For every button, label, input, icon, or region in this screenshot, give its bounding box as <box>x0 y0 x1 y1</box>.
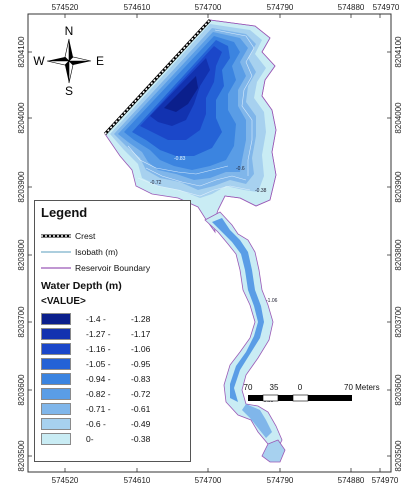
isobath-line-icon <box>41 251 71 253</box>
left-tick-label: 8203800 <box>17 239 26 271</box>
south-label: S <box>65 84 73 98</box>
top-tick-label: 574790 <box>267 3 294 12</box>
depth-class-high: -0.72 <box>131 389 151 399</box>
depth-zone-channel-tail <box>261 439 286 463</box>
depth-swatch <box>41 328 71 340</box>
depth-class-row: -0.82 - -0.72 <box>41 388 191 401</box>
left-tick-label: 8204100 <box>17 36 26 68</box>
depth-class-low: -0.82 - <box>86 389 111 399</box>
depth-class-row: -1.05 - -0.95 <box>41 358 191 371</box>
depth-class-row: 0- -0.38 <box>41 433 191 446</box>
scale-label: 0 <box>298 383 303 392</box>
depth-swatch <box>41 313 71 325</box>
scale-label: 70 <box>244 383 253 392</box>
contour-label: -0.38 <box>255 188 267 194</box>
legend-item-crest: Crest <box>41 229 95 243</box>
legend-item-label: Reservoir Boundary <box>75 263 151 273</box>
north-arrow: N S E W <box>33 24 104 98</box>
value-header: <VALUE> <box>41 296 86 307</box>
depth-class-high: -0.49 <box>131 419 151 429</box>
depth-class-low: -1.27 - <box>86 329 111 339</box>
bottom-tick-label: 574790 <box>267 476 294 485</box>
depth-class-high: -0.38 <box>131 434 151 444</box>
depth-class-low: -1.05 - <box>86 359 111 369</box>
depth-class-row: -1.27 - -1.17 <box>41 328 191 341</box>
depth-class-high: -0.83 <box>131 374 151 384</box>
channel-deep-zone <box>212 218 264 402</box>
contour-label: -0.72 <box>150 180 162 186</box>
isobath-lines <box>127 29 255 197</box>
depth-zone-core-inner <box>164 76 198 112</box>
left-tick-label: 8203600 <box>17 374 26 406</box>
top-tick-label: 574610 <box>124 3 151 12</box>
depth-swatch <box>41 388 71 400</box>
left-tick-label: 8204000 <box>17 102 26 134</box>
top-tick-label: 574970 <box>373 3 400 12</box>
depth-class-low: -0.71 - <box>86 404 111 414</box>
depth-swatch <box>41 433 71 445</box>
depth-class-row: -1.16 - -1.06 <box>41 343 191 356</box>
depth-class-high: -1.06 <box>131 344 151 354</box>
left-tick-label: 8203500 <box>17 440 26 472</box>
depth-class-low: -0.94 - <box>86 374 111 384</box>
contour-label: -1.06 <box>266 298 278 304</box>
channel-mid-zone <box>242 404 272 438</box>
scale-label: 70 Meters <box>344 383 380 392</box>
depth-class-row: -1.4 - -1.28 <box>41 313 191 326</box>
legend-item-boundary: Reservoir Boundary <box>41 261 150 275</box>
bottom-tick-label: 574880 <box>338 476 365 485</box>
legend-item-isobath: Isobath (m) <box>41 245 118 259</box>
depth-class-row: -0.6 - -0.49 <box>41 418 191 431</box>
depth-swatch <box>41 373 71 385</box>
left-tick-label: 8203700 <box>17 306 26 338</box>
depth-class-high: -1.28 <box>131 314 151 324</box>
crest-line-icon <box>41 234 71 238</box>
reservoir-boundary <box>209 19 277 211</box>
bottom-tick-label: 574700 <box>195 476 222 485</box>
bottom-tick-label: 574610 <box>124 476 151 485</box>
depth-class-high: -0.95 <box>131 359 151 369</box>
depth-class-row: -0.71 - -0.61 <box>41 403 191 416</box>
east-label: E <box>96 54 104 68</box>
legend-title: Legend <box>41 205 88 220</box>
right-tick-label: 8203500 <box>394 440 403 472</box>
contour-label: -0.6 <box>236 166 245 172</box>
legend-item-label: Crest <box>75 231 96 241</box>
depth-class-low: -1.16 - <box>86 344 111 354</box>
reservoir-depth-map <box>103 18 286 463</box>
depth-class-high: -1.17 <box>131 329 151 339</box>
depth-class-low: -1.4 - <box>86 314 106 324</box>
crest-line-pattern <box>104 19 211 135</box>
depth-class-row: -0.94 - -0.83 <box>41 373 191 386</box>
right-tick-label: 8203900 <box>394 171 403 203</box>
bottom-tick-label: 574520 <box>52 476 79 485</box>
right-tick-label: 8203700 <box>394 306 403 338</box>
north-label: N <box>65 24 74 38</box>
depth-swatch <box>41 358 71 370</box>
right-tick-label: 8203600 <box>394 374 403 406</box>
depth-swatch <box>41 403 71 415</box>
top-tick-label: 574520 <box>52 3 79 12</box>
left-tick-label: 8203900 <box>17 171 26 203</box>
depth-legend-title: Water Depth (m) <box>41 280 122 292</box>
right-tick-label: 8204100 <box>394 36 403 68</box>
contour-label: -0.83 <box>174 156 186 162</box>
depth-class-high: -0.61 <box>131 404 151 414</box>
depth-swatch <box>41 343 71 355</box>
top-tick-label: 574880 <box>338 3 365 12</box>
legend-panel: Legend Crest Isobath (m) Reservoir Bound… <box>34 200 191 462</box>
right-tick-label: 8203800 <box>394 239 403 271</box>
scale-label: 35 <box>270 383 279 392</box>
depth-swatch <box>41 418 71 430</box>
boundary-line-icon <box>41 267 71 269</box>
depth-class-low: 0- <box>86 434 94 444</box>
top-tick-label: 574700 <box>195 3 222 12</box>
frame-ticks <box>28 14 391 472</box>
right-tick-label: 8204000 <box>394 102 403 134</box>
legend-item-label: Isobath (m) <box>75 247 118 257</box>
west-label: W <box>33 54 45 68</box>
depth-class-low: -0.6 - <box>86 419 106 429</box>
scale-bar: 70 35 0 70 Meters <box>244 383 380 402</box>
bottom-tick-label: 574970 <box>372 476 399 485</box>
